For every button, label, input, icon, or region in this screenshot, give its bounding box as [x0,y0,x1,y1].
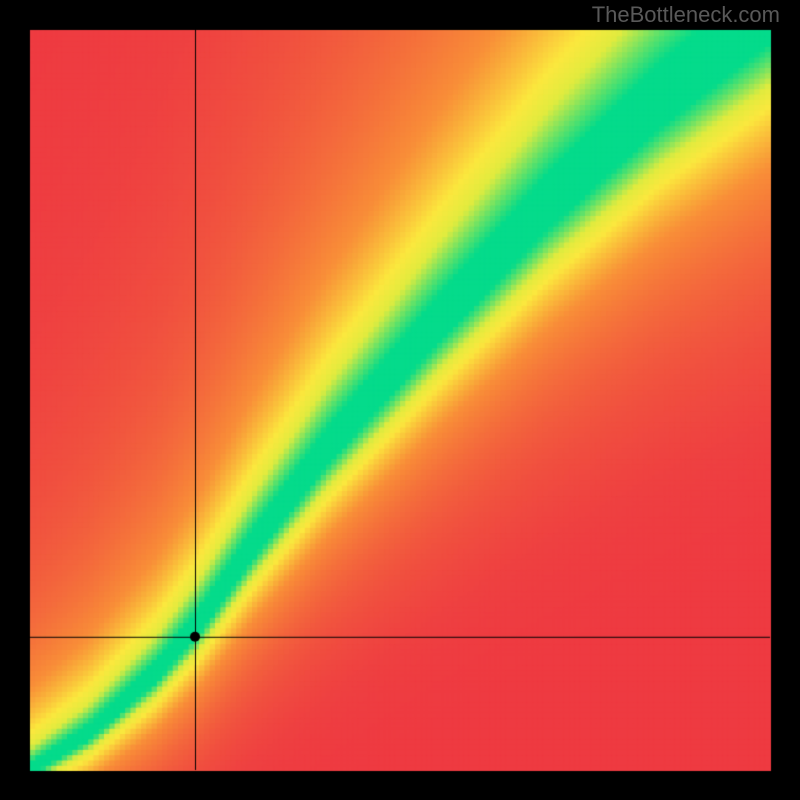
chart-container: TheBottleneck.com [0,0,800,800]
watermark-text: TheBottleneck.com [592,2,780,28]
bottleneck-heatmap [0,0,800,800]
